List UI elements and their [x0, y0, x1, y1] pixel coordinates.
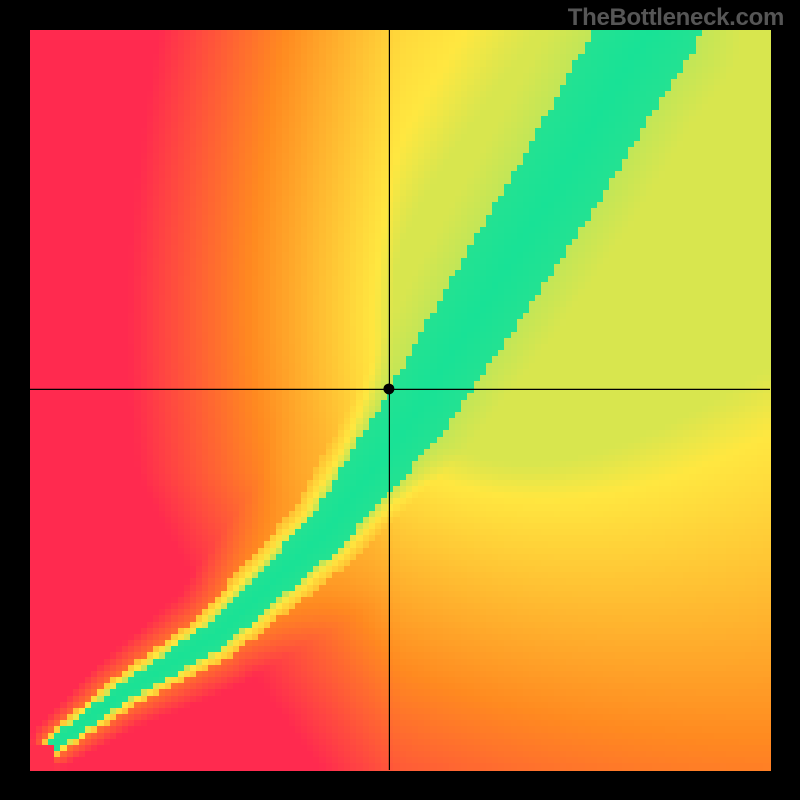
bottleneck-heatmap [0, 0, 800, 800]
chart-container: TheBottleneck.com [0, 0, 800, 800]
watermark-text: TheBottleneck.com [568, 4, 784, 32]
